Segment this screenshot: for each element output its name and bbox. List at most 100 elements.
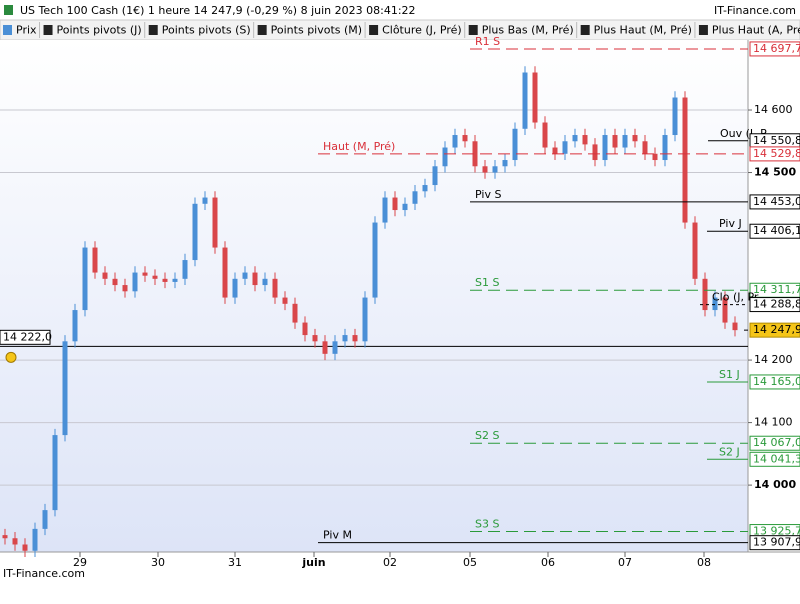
legend-item[interactable]: Plus Haut (A, Pré)	[712, 24, 800, 37]
candle-body	[302, 322, 308, 336]
last-price-label: 14 247,9	[753, 323, 800, 336]
candle-body	[512, 128, 518, 161]
level-label: 14 550,8	[753, 134, 800, 147]
level-name: S2 J	[719, 445, 740, 458]
legend-item[interactable]: Plus Haut (M, Pré)	[594, 24, 692, 37]
legend-swatch	[43, 25, 53, 35]
candle-body	[102, 272, 108, 279]
candle-body	[632, 135, 638, 142]
candle-body	[192, 203, 198, 261]
x-tick-label: 05	[463, 556, 477, 569]
level-label-box	[749, 297, 800, 313]
candle-body	[472, 141, 478, 167]
candle-body	[282, 297, 288, 304]
candle-body	[712, 297, 718, 311]
candle-body	[212, 197, 218, 248]
candle-body	[542, 122, 548, 148]
candle-body	[442, 147, 448, 167]
candle-body	[692, 222, 698, 279]
candle-body	[262, 278, 268, 286]
candle-body	[112, 278, 118, 286]
x-tick-label: 30	[151, 556, 165, 569]
level-label: 14 697,7	[753, 42, 800, 55]
chart-title: US Tech 100 Cash (1€) 1 heure 14 247,9 (…	[20, 4, 416, 17]
candle-body	[42, 510, 48, 529]
candle-body	[492, 166, 498, 173]
candle-body	[172, 278, 178, 282]
candle-body	[292, 303, 298, 323]
candle-body	[322, 341, 328, 354]
candle-body	[152, 275, 158, 279]
level-name: S2 S	[475, 429, 499, 442]
candle-body	[312, 335, 318, 342]
candle-body	[662, 135, 668, 161]
candle-body	[682, 97, 688, 223]
candle-body	[222, 247, 228, 298]
legend-swatch	[257, 25, 267, 35]
app-icon	[4, 5, 13, 15]
alert-label-box	[0, 329, 51, 345]
candle-body	[132, 272, 138, 292]
candle-body	[92, 247, 98, 273]
candle-body	[162, 278, 168, 282]
legend-item[interactable]: Clôture (J, Pré)	[382, 24, 462, 37]
y-tick-label: 14 200	[754, 353, 793, 366]
candle-body	[372, 222, 378, 298]
level-name: Piv M	[323, 529, 352, 542]
level-label: 14 529,8	[753, 147, 800, 160]
legend-item[interactable]: Plus Bas (M, Pré)	[482, 24, 574, 37]
level-label: 13 907,9	[753, 536, 800, 549]
level-label-box	[749, 451, 800, 467]
legend-item[interactable]: Points pivots (J)	[57, 24, 142, 37]
candle-body	[352, 335, 358, 342]
y-tick-label: 14 000	[754, 478, 796, 491]
candle-body	[582, 135, 588, 145]
level-label: 14 311,7	[753, 283, 800, 296]
candle-body	[432, 166, 438, 186]
x-tick-label: 06	[541, 556, 555, 569]
candle-body	[392, 197, 398, 211]
candle-body	[562, 141, 568, 154]
candle-body	[52, 435, 58, 511]
candle-body	[122, 285, 128, 292]
alert-label: 14 222,0	[3, 330, 52, 343]
level-label: 14 165,0	[753, 375, 800, 388]
level-label: 14 406,1	[753, 224, 800, 237]
candle-body	[462, 135, 468, 142]
candle-body	[412, 191, 418, 204]
legend-item[interactable]: Points pivots (S)	[162, 24, 251, 37]
candle-body	[402, 203, 408, 211]
candle-body	[722, 297, 728, 323]
level-label-box	[749, 146, 800, 162]
legend: Prix Points pivots (J) Points pivots (S) Po…	[3, 22, 800, 38]
level-name: Clo (J, Pr	[712, 291, 759, 304]
candle-body	[82, 247, 88, 311]
legend-item[interactable]: Prix	[16, 24, 37, 37]
candle-body	[202, 197, 208, 204]
y-tick-label: 14 100	[754, 416, 793, 429]
candle-body	[642, 141, 648, 154]
x-tick-label: 29	[73, 556, 87, 569]
legend-swatch	[468, 25, 478, 35]
level-label-box	[749, 535, 800, 551]
level-label: 13 925,7	[753, 525, 800, 538]
legend-swatch	[580, 25, 590, 35]
candle-body	[482, 166, 488, 173]
x-tick-label: 07	[618, 556, 632, 569]
watermark: IT-Finance.com	[3, 567, 85, 580]
alert-bell[interactable]	[5, 351, 17, 363]
candle-body	[22, 544, 28, 551]
level-label-box	[749, 435, 800, 451]
level-label: 14 288,8	[753, 298, 800, 311]
last-price-box	[749, 322, 800, 338]
candle-body	[62, 341, 68, 436]
candle-body	[382, 197, 388, 223]
legend-item[interactable]: Points pivots (M)	[271, 24, 362, 37]
candle-body	[32, 528, 38, 551]
x-tick-label: 02	[383, 556, 397, 569]
candle-body	[272, 278, 278, 298]
level-label-box	[749, 374, 800, 390]
legend-swatch	[369, 25, 379, 35]
